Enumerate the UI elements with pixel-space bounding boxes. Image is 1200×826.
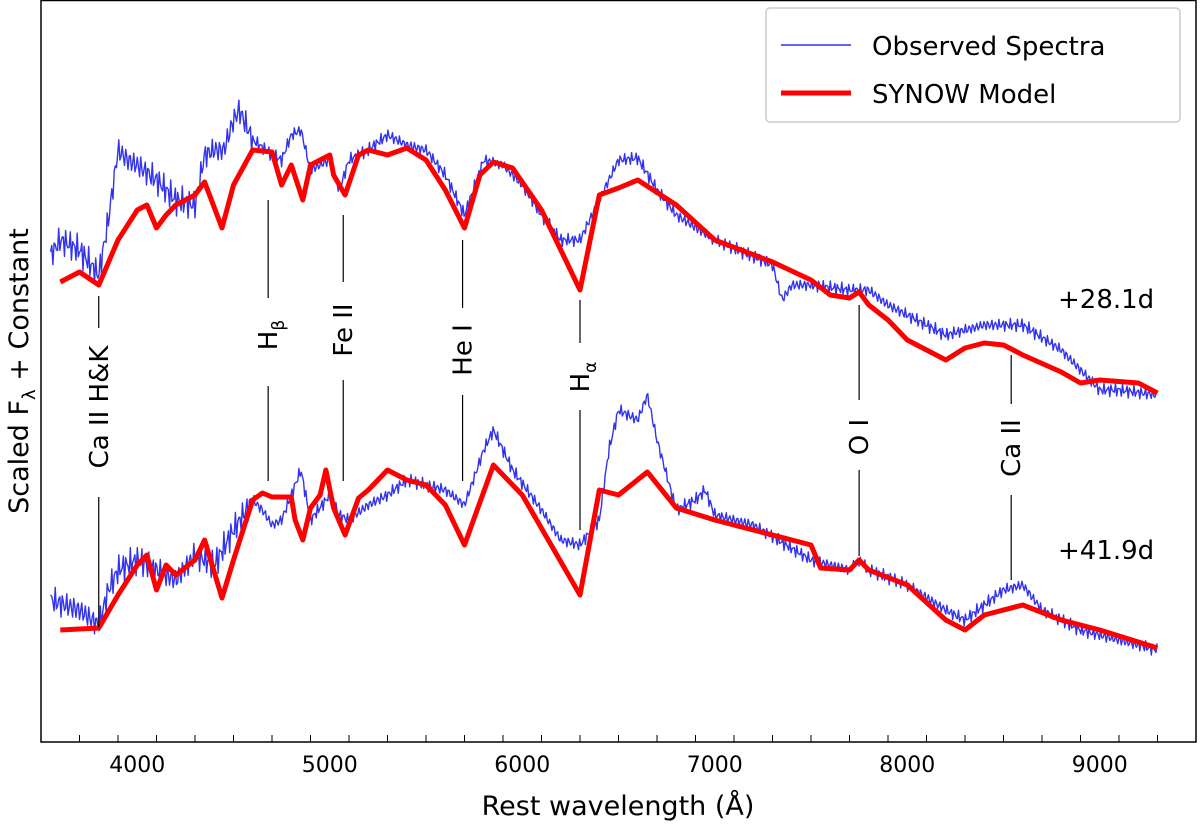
annotation-label: Ca II: [997, 419, 1027, 477]
annotation-label-main: H: [566, 373, 596, 393]
epoch-label-2: +41.9d: [1058, 536, 1154, 566]
annotation-ca-ii-h-k: Ca II H&K: [85, 296, 115, 627]
x-tick-label: 4000: [109, 753, 165, 778]
annotation-ca-ii: Ca II: [997, 355, 1027, 580]
x-axis-label: Rest wavelength (Å): [482, 790, 755, 822]
annotation-o-i: O I: [845, 305, 875, 556]
x-axis-ticks: 4000 5000 6000 7000 8000 9000: [40, 735, 1197, 778]
plot-frame: [40, 0, 1197, 743]
annotation-hβ: Hβ: [254, 200, 289, 481]
legend: Observed Spectra SYNOW Model: [765, 7, 1181, 123]
x-tick-label: 7000: [687, 753, 743, 778]
line-annotations: Ca II H&K Hβ Fe II He I Hα O I Ca II: [85, 200, 1027, 627]
x-tick-label: 5000: [302, 753, 358, 778]
annotation-he-i: He I: [449, 240, 479, 481]
annotation-label-main: H: [254, 331, 284, 351]
annotation-label-main: Ca II: [997, 419, 1027, 477]
annotation-label-sub: α: [581, 362, 601, 373]
annotation-label-main: Ca II H&K: [85, 345, 115, 469]
annotation-label: Hα: [566, 362, 601, 393]
y-axis-label: Scaled Fλ + Constant: [4, 228, 40, 514]
x-tick-label: 9000: [1072, 753, 1128, 778]
synow-model-419: [60, 462, 1159, 651]
annotation-label-sub: β: [269, 320, 289, 331]
y-label-rest: + Constant: [4, 228, 35, 389]
annotation-label-main: He I: [449, 324, 479, 375]
annotation-label-main: Fe II: [329, 303, 359, 356]
y-label-sub: λ: [19, 389, 40, 400]
annotation-hα: Hα: [566, 300, 601, 530]
annotation-label: O I: [845, 419, 875, 455]
legend-box: [765, 7, 1181, 123]
annotation-label-main: O I: [845, 419, 875, 455]
legend-label-model: SYNOW Model: [872, 80, 1056, 110]
y-label-main: Scaled F: [4, 400, 35, 514]
annotation-label: He I: [449, 324, 479, 375]
series-layer: [49, 99, 1159, 656]
legend-label-observed: Observed Spectra: [872, 32, 1105, 62]
observed-spectrum-281: [49, 99, 1158, 400]
synow-model-281: [59, 145, 1159, 396]
x-tick-label: 6000: [494, 753, 550, 778]
x-tick-label: 8000: [879, 753, 935, 778]
epoch-label-1: +28.1d: [1058, 285, 1154, 315]
annotation-label: Hβ: [254, 320, 289, 350]
annotation-fe-ii: Fe II: [329, 215, 359, 481]
annotation-label: Ca II H&K: [85, 345, 115, 469]
annotation-label: Fe II: [329, 303, 359, 356]
